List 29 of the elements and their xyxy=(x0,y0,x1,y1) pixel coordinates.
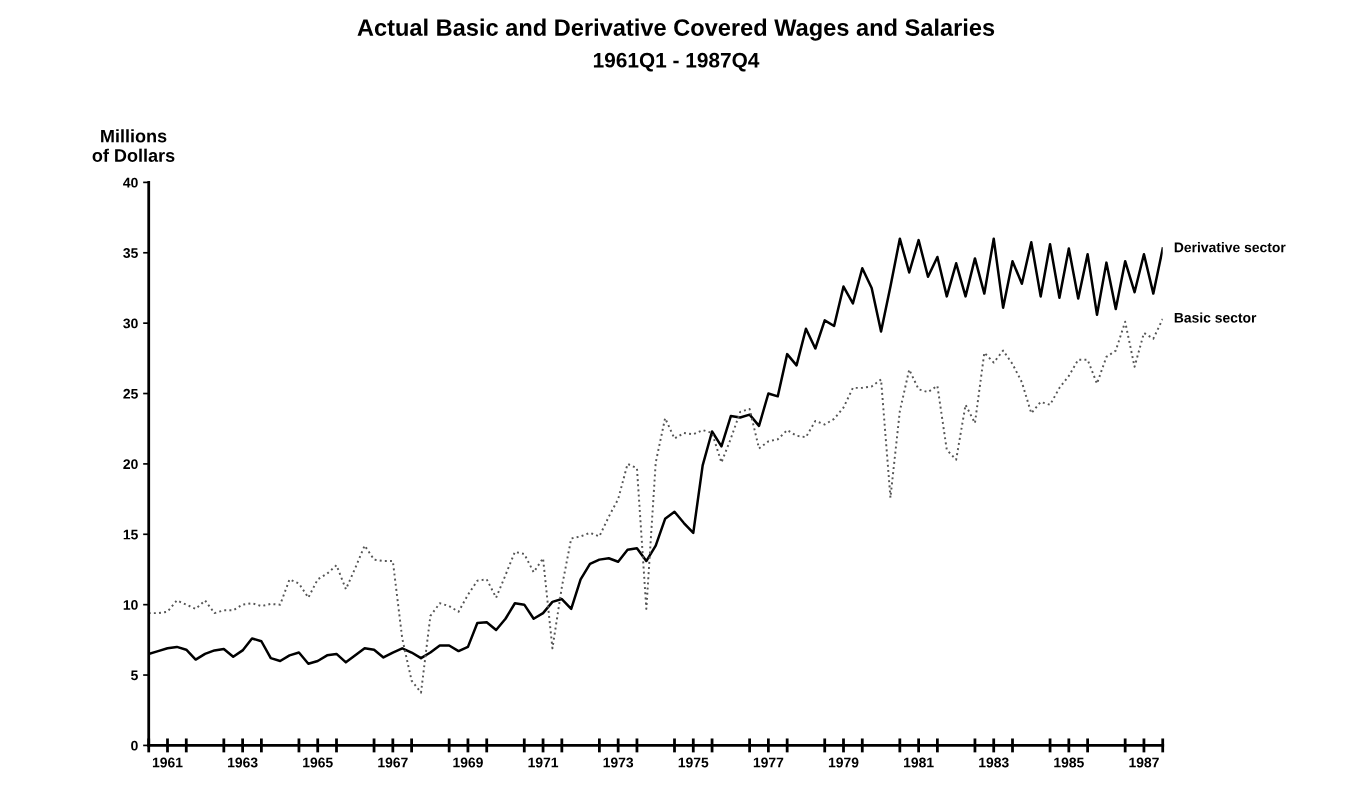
x-tick-label: 1969 xyxy=(453,757,483,768)
y-tick-label: 10 xyxy=(123,600,138,610)
x-tick-label: 1971 xyxy=(528,757,559,768)
x-tick-label: 1961 xyxy=(152,757,183,768)
x-tick-label: 1983 xyxy=(979,757,1009,768)
x-tick-label: 1975 xyxy=(678,757,709,768)
y-tick-label: 25 xyxy=(123,388,138,399)
chart-subtitle: 1961Q1 - 1987Q4 xyxy=(593,52,760,72)
y-tick-label: 20 xyxy=(123,459,138,470)
x-tick-label: 1979 xyxy=(828,757,859,768)
y-axis-title: Millions of Dollars xyxy=(92,129,175,162)
line-series xyxy=(148,317,1163,694)
x-tick-label: 1987 xyxy=(1129,757,1159,768)
y-tick-label: 0 xyxy=(131,740,138,751)
x-tick-label: 1985 xyxy=(1054,757,1084,768)
x-tick-label: 1977 xyxy=(753,757,784,768)
y-tick-label: 35 xyxy=(123,248,138,258)
series-label: Basic sector xyxy=(1174,312,1257,323)
x-tick-label: 1963 xyxy=(228,757,258,768)
chart-title: Actual Basic and Derivative Covered Wages and Salaries xyxy=(357,18,995,41)
y-tick-label: 5 xyxy=(131,670,138,681)
x-tick-label: 1981 xyxy=(904,757,934,768)
y-tick-label: 15 xyxy=(123,529,138,540)
x-tick-label: 1967 xyxy=(378,757,408,768)
x-tick-label: 1973 xyxy=(603,757,634,768)
x-tick-label: 1965 xyxy=(303,757,333,768)
y-tick-label: 30 xyxy=(123,318,138,329)
series-label: Derivative sector xyxy=(1174,242,1286,253)
y-tick-label: 40 xyxy=(123,177,138,188)
